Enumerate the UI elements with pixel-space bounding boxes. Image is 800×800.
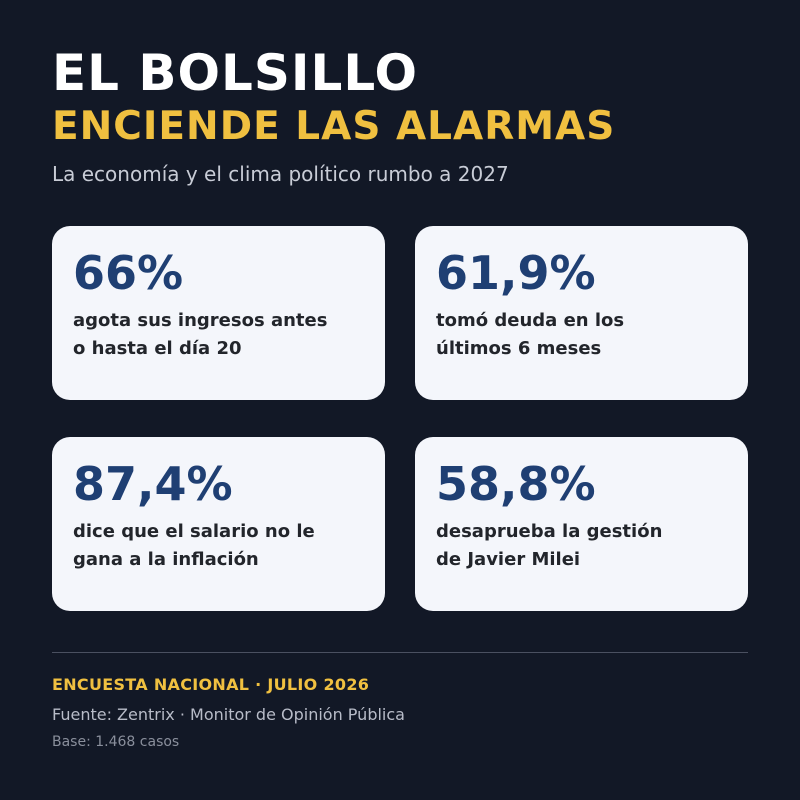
stat-label: dice que el salario no le [73, 521, 315, 542]
stat-card: 61,9% tomó deuda en los últimos 6 meses [415, 226, 748, 400]
stat-label: de Javier Milei [436, 549, 581, 570]
stat-value: 66% [73, 246, 184, 300]
highlight: ENCIENDE LAS ALARMAS [52, 104, 616, 149]
stat-label: desaprueba la gestión [436, 521, 663, 542]
survey: ENCUESTA NACIONAL · JULIO 2026 [52, 675, 370, 694]
stat-value: 61,9% [436, 246, 596, 300]
stat-label: o hasta el día 20 [73, 338, 242, 359]
stat-card: 87,4% dice que el salario no le gana a la … [52, 437, 385, 611]
title: EL BOLSILLO [52, 44, 418, 102]
source: Fuente: Zentrix · Monitor de Opinión Púb… [52, 705, 405, 724]
base: Base: 1.468 casos [52, 734, 180, 750]
stat-label: gana a la inflación [73, 549, 259, 570]
stat-label: tomó deuda en los [436, 310, 625, 331]
stat-label: agota sus ingresos antes [73, 310, 328, 331]
stat-value: 58,8% [436, 457, 596, 511]
subtitle: La economía y el clima político rumbo a … [52, 162, 509, 186]
stat-label: últimos 6 meses [436, 338, 602, 359]
stat-value: 87,4% [73, 457, 233, 511]
stat-card: 66% agota sus ingresos antes o hasta el dí… [52, 226, 385, 400]
stat-card: 58,8% desaprueba la gestión de Javier Mile… [415, 437, 748, 611]
divider [52, 652, 748, 653]
